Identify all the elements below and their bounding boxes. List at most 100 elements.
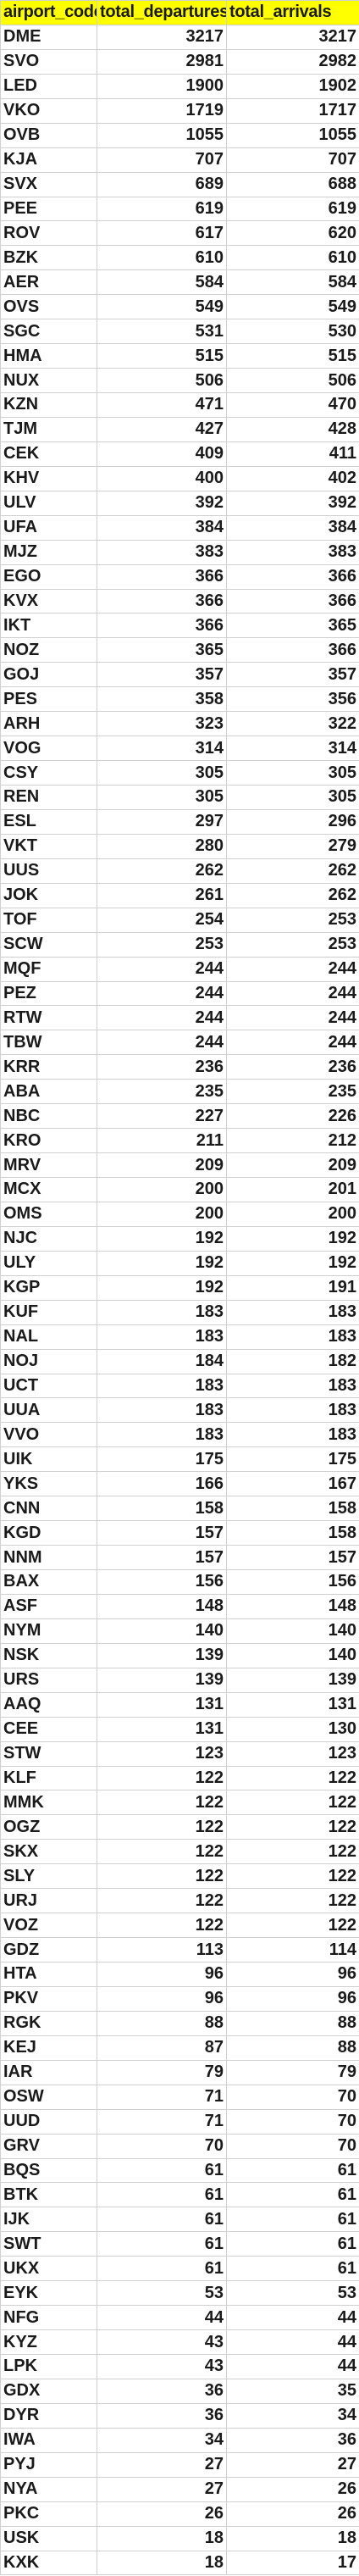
cell-total-departures[interactable]: 183 [97,1422,227,1448]
cell-total-departures[interactable]: 166 [97,1471,227,1497]
cell-airport-code[interactable]: HTA [0,1962,97,1987]
cell-total-arrivals[interactable]: 262 [226,882,359,908]
cell-total-arrivals[interactable]: 183 [226,1422,359,1448]
cell-airport-code[interactable]: PEE [0,196,97,222]
cell-airport-code[interactable]: MCX [0,1177,97,1202]
cell-total-departures[interactable]: 18 [97,2525,227,2551]
cell-total-departures[interactable]: 122 [97,1913,227,1939]
cell-airport-code[interactable]: OMS [0,1201,97,1227]
cell-total-departures[interactable]: 262 [97,858,227,884]
cell-total-arrivals[interactable]: 356 [226,686,359,713]
cell-total-arrivals[interactable]: 192 [226,1250,359,1276]
cell-total-arrivals[interactable]: 61 [226,2207,359,2233]
cell-total-departures[interactable]: 113 [97,1937,227,1963]
cell-total-departures[interactable]: 79 [97,2059,227,2085]
cell-total-departures[interactable]: 183 [97,1324,227,1350]
cell-total-departures[interactable]: 3217 [97,24,227,50]
cell-total-departures[interactable]: 122 [97,1863,227,1890]
cell-airport-code[interactable]: PYJ [0,2451,97,2478]
cell-airport-code[interactable]: IJK [0,2207,97,2233]
cell-total-departures[interactable]: 175 [97,1446,227,1473]
cell-total-departures[interactable]: 200 [97,1177,227,1202]
cell-total-arrivals[interactable]: 212 [226,1128,359,1154]
cell-total-arrivals[interactable]: 183 [226,1299,359,1325]
cell-total-arrivals[interactable]: 167 [226,1471,359,1497]
cell-airport-code[interactable]: ABA [0,1079,97,1105]
cell-total-departures[interactable]: 244 [97,1005,227,1031]
cell-airport-code[interactable]: GOJ [0,662,97,688]
cell-total-departures[interactable]: 236 [97,1054,227,1080]
cell-total-arrivals[interactable]: 183 [226,1373,359,1399]
cell-total-departures[interactable]: 122 [97,1790,227,1816]
cell-total-arrivals[interactable]: 707 [226,147,359,173]
cell-total-departures[interactable]: 253 [97,931,227,958]
cell-airport-code[interactable]: PES [0,686,97,713]
cell-airport-code[interactable]: OSW [0,2084,97,2110]
cell-total-departures[interactable]: 2981 [97,48,227,75]
cell-total-departures[interactable]: 53 [97,2280,227,2307]
cell-airport-code[interactable]: SGC [0,319,97,345]
cell-total-departures[interactable]: 549 [97,294,227,320]
cell-total-arrivals[interactable]: 96 [226,1962,359,1987]
cell-airport-code[interactable]: AER [0,269,97,296]
cell-airport-code[interactable]: STW [0,1740,97,1767]
cell-total-departures[interactable]: 619 [97,196,227,222]
cell-total-arrivals[interactable]: 411 [226,441,359,467]
cell-airport-code[interactable]: RGK [0,2010,97,2036]
cell-airport-code[interactable]: REN [0,785,97,810]
cell-total-arrivals[interactable]: 366 [226,564,359,590]
cell-airport-code[interactable]: NNM [0,1545,97,1570]
cell-airport-code[interactable]: AAQ [0,1691,97,1718]
cell-total-arrivals[interactable]: 156 [226,1569,359,1595]
cell-total-arrivals[interactable]: 61 [226,2231,359,2257]
cell-airport-code[interactable]: NAL [0,1324,97,1350]
cell-airport-code[interactable]: BZK [0,245,97,271]
cell-airport-code[interactable]: KGP [0,1274,97,1301]
cell-total-departures[interactable]: 131 [97,1716,227,1742]
cell-total-departures[interactable]: 323 [97,711,227,737]
cell-airport-code[interactable]: SWT [0,2231,97,2257]
cell-airport-code[interactable]: IWA [0,2427,97,2453]
cell-total-departures[interactable]: 192 [97,1225,227,1252]
cell-total-departures[interactable]: 96 [97,1962,227,1987]
cell-total-departures[interactable]: 18 [97,2550,227,2576]
cell-airport-code[interactable]: NOJ [0,1348,97,1374]
cell-total-departures[interactable]: 707 [97,147,227,173]
cell-total-arrivals[interactable]: 322 [226,711,359,737]
cell-airport-code[interactable]: UCT [0,1373,97,1399]
cell-total-arrivals[interactable]: 366 [226,588,359,614]
cell-total-arrivals[interactable]: 88 [226,2010,359,2036]
cell-total-departures[interactable]: 244 [97,980,227,1007]
cell-total-arrivals[interactable]: 262 [226,858,359,884]
cell-total-arrivals[interactable]: 148 [226,1593,359,1619]
cell-total-departures[interactable]: 122 [97,1814,227,1840]
cell-total-arrivals[interactable]: 96 [226,1985,359,2012]
cell-airport-code[interactable]: NOZ [0,637,97,663]
cell-airport-code[interactable]: MRV [0,1152,97,1178]
cell-total-arrivals[interactable]: 140 [226,1642,359,1668]
cell-airport-code[interactable]: ARH [0,711,97,737]
cell-total-arrivals[interactable]: 70 [226,2133,359,2159]
cell-airport-code[interactable]: MJZ [0,539,97,565]
cell-total-arrivals[interactable]: 236 [226,1054,359,1080]
cell-total-departures[interactable]: 506 [97,368,227,393]
cell-total-arrivals[interactable]: 296 [226,808,359,835]
cell-total-departures[interactable]: 158 [97,1496,227,1522]
column-header-airport-code[interactable]: airport_code [0,0,97,25]
cell-total-arrivals[interactable]: 18 [226,2525,359,2551]
cell-total-arrivals[interactable]: 61 [226,2256,359,2282]
cell-total-departures[interactable]: 122 [97,1765,227,1791]
cell-total-departures[interactable]: 43 [97,2354,227,2379]
cell-total-arrivals[interactable]: 470 [226,392,359,418]
cell-total-departures[interactable]: 392 [97,490,227,516]
cell-airport-code[interactable]: SVX [0,171,97,197]
cell-total-departures[interactable]: 261 [97,882,227,908]
cell-airport-code[interactable]: SKX [0,1839,97,1865]
cell-total-departures[interactable]: 192 [97,1250,227,1276]
cell-airport-code[interactable]: BQS [0,2157,97,2184]
cell-airport-code[interactable]: KEJ [0,2035,97,2061]
cell-total-arrivals[interactable]: 253 [226,931,359,958]
cell-airport-code[interactable]: UIK [0,1446,97,1473]
cell-total-departures[interactable]: 409 [97,441,227,467]
cell-total-arrivals[interactable]: 44 [226,2305,359,2331]
